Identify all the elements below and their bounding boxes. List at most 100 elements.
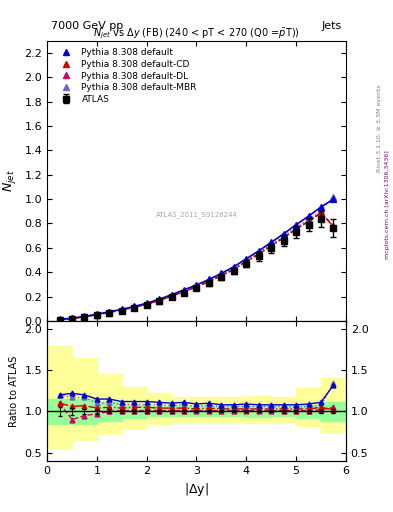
Text: ATLAS_2011_S9126244: ATLAS_2011_S9126244 [156,211,237,218]
Pythia 8.308 default-DL [95,312,99,318]
Pythia 8.308 default-CD [57,316,62,323]
Pythia 8.308 default-DL [269,243,274,249]
Pythia 8.308 default [256,248,261,254]
Pythia 8.308 default-CD [269,243,274,249]
Pythia 8.308 default-CD [256,251,261,257]
Pythia 8.308 default-CD [294,226,298,232]
Text: 7000 GeV pp: 7000 GeV pp [51,20,123,31]
Pythia 8.308 default-MBR [107,309,112,315]
Pythia 8.308 default-DL [294,226,298,232]
Pythia 8.308 default-CD [157,297,162,304]
Pythia 8.308 default [119,306,124,312]
Pythia 8.308 default-CD [219,273,224,279]
Pythia 8.308 default-CD [119,307,124,313]
Pythia 8.308 default-CD [70,315,74,322]
Line: Pythia 8.308 default-MBR: Pythia 8.308 default-MBR [57,194,336,322]
Pythia 8.308 default-MBR [207,278,211,284]
Pythia 8.308 default [70,315,74,321]
Pythia 8.308 default-DL [107,309,112,315]
Pythia 8.308 default-DL [256,251,261,257]
Pythia 8.308 default-CD [207,279,211,285]
Pythia 8.308 default-DL [82,314,87,320]
Pythia 8.308 default-MBR [194,283,199,289]
Title: $N_{jet}$ vs $\Delta y$ (FB) (240 < pT < 270 (Q0 =$\bar{p}$T)): $N_{jet}$ vs $\Delta y$ (FB) (240 < pT <… [93,27,300,41]
Pythia 8.308 default [281,231,286,237]
Pythia 8.308 default-CD [306,219,311,225]
Pythia 8.308 default [331,196,336,202]
Pythia 8.308 default-MBR [169,292,174,298]
Pythia 8.308 default [132,304,137,310]
Pythia 8.308 default [144,300,149,306]
Pythia 8.308 default-MBR [294,224,298,230]
Pythia 8.308 default [169,292,174,298]
Y-axis label: Ratio to ATLAS: Ratio to ATLAS [9,355,19,426]
Pythia 8.308 default-MBR [182,288,186,294]
Pythia 8.308 default-MBR [256,249,261,255]
Pythia 8.308 default [231,264,236,270]
Pythia 8.308 default [219,270,224,276]
Pythia 8.308 default-MBR [132,304,137,310]
Pythia 8.308 default-DL [219,272,224,279]
Pythia 8.308 default-CD [331,223,336,229]
Pythia 8.308 default-DL [182,288,186,294]
Text: mcplots.cern.ch [arXiv:1306.3436]: mcplots.cern.ch [arXiv:1306.3436] [385,151,389,259]
Pythia 8.308 default-DL [144,301,149,307]
Pythia 8.308 default-CD [82,314,87,320]
Pythia 8.308 default-MBR [281,233,286,239]
Pythia 8.308 default-MBR [306,217,311,223]
Pythia 8.308 default-DL [57,316,62,323]
Line: Pythia 8.308 default-CD: Pythia 8.308 default-CD [57,210,336,322]
Pythia 8.308 default-CD [194,284,199,290]
Pythia 8.308 default-CD [107,310,112,316]
Pythia 8.308 default-DL [157,297,162,304]
Pythia 8.308 default-DL [319,209,323,216]
Pythia 8.308 default-DL [169,293,174,299]
Pythia 8.308 default-DL [207,278,211,284]
Pythia 8.308 default [294,222,298,228]
Pythia 8.308 default-DL [231,266,236,272]
Pythia 8.308 default-CD [144,301,149,307]
Pythia 8.308 default-CD [169,293,174,300]
Pythia 8.308 default [107,309,112,315]
Pythia 8.308 default [57,316,62,323]
Pythia 8.308 default [194,282,199,288]
Legend: Pythia 8.308 default, Pythia 8.308 default-CD, Pythia 8.308 default-DL, Pythia 8: Pythia 8.308 default, Pythia 8.308 defau… [51,46,200,106]
Y-axis label: $\bar{N}_{jet}$: $\bar{N}_{jet}$ [0,169,19,193]
Text: Rivet 3.1.10, ≥ 3.3M events: Rivet 3.1.10, ≥ 3.3M events [377,84,382,172]
Pythia 8.308 default [319,204,323,210]
X-axis label: |$\Delta$y|: |$\Delta$y| [184,481,209,498]
Pythia 8.308 default-MBR [119,307,124,313]
Pythia 8.308 default-CD [319,210,323,216]
Pythia 8.308 default-MBR [269,241,274,247]
Pythia 8.308 default-CD [95,312,99,318]
Pythia 8.308 default-CD [182,289,186,295]
Pythia 8.308 default [244,255,249,262]
Pythia 8.308 default-MBR [244,258,249,264]
Pythia 8.308 default-DL [306,218,311,224]
Pythia 8.308 default-CD [132,305,137,311]
Pythia 8.308 default-MBR [157,297,162,303]
Pythia 8.308 default-DL [194,284,199,290]
Pythia 8.308 default-MBR [70,315,74,322]
Pythia 8.308 default-MBR [319,208,323,214]
Text: Jets: Jets [321,20,342,31]
Pythia 8.308 default-MBR [144,301,149,307]
Pythia 8.308 default-MBR [231,265,236,271]
Pythia 8.308 default-DL [70,315,74,322]
Pythia 8.308 default-CD [231,266,236,272]
Pythia 8.308 default-DL [132,304,137,310]
Pythia 8.308 default [306,213,311,219]
Pythia 8.308 default-MBR [219,271,224,278]
Pythia 8.308 default-MBR [331,194,336,200]
Pythia 8.308 default [82,313,87,319]
Pythia 8.308 default-DL [281,234,286,241]
Pythia 8.308 default [95,311,99,317]
Line: Pythia 8.308 default: Pythia 8.308 default [57,197,336,322]
Pythia 8.308 default [157,296,162,302]
Pythia 8.308 default-MBR [82,313,87,319]
Pythia 8.308 default-CD [244,259,249,265]
Pythia 8.308 default-DL [119,307,124,313]
Pythia 8.308 default [269,239,274,245]
Pythia 8.308 default-DL [331,223,336,229]
Pythia 8.308 default [182,287,186,293]
